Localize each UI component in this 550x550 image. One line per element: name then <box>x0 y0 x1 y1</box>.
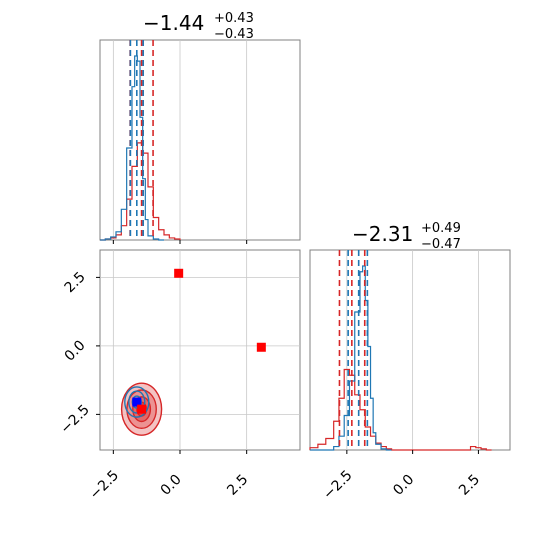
histogram-series-red <box>100 142 181 241</box>
marker-square <box>256 342 266 352</box>
contour-blue <box>131 395 143 409</box>
x-tick-label: 0.0 <box>390 472 417 499</box>
bottom-right-title-minus: −0.47 <box>421 237 461 252</box>
ticks-layer: −2.5 0.0 2.5 −2.5 0.0 2.5 −2.5 0.0 2.5 <box>57 240 483 503</box>
data-layer <box>100 40 492 451</box>
y-tick-label: 0.0 <box>62 338 89 365</box>
x-tick-label: 2.5 <box>224 472 251 499</box>
marker-square <box>174 268 184 278</box>
contour-blue <box>128 390 146 414</box>
histogram-series-red <box>309 368 492 451</box>
panel-bottom-left-frame <box>99 249 301 451</box>
x-tick-label: −2.5 <box>320 467 355 502</box>
y-tick-label: −2.5 <box>57 402 92 437</box>
bottom-right-title-plus: +0.49 <box>421 221 461 236</box>
y-tick-label: 2.5 <box>62 269 89 296</box>
x-tick-label: 0.0 <box>158 472 185 499</box>
histogram-series-blue <box>310 265 392 451</box>
top-left-title-minus: −0.43 <box>214 27 254 42</box>
marker-square <box>132 397 142 407</box>
x-tick-label: −2.5 <box>87 467 122 502</box>
panel-top-left-frame <box>99 39 301 241</box>
bottom-right-title-value: −2.31 <box>352 222 413 246</box>
x-tick-label: 2.5 <box>456 472 483 499</box>
histogram-series-blue <box>100 55 164 241</box>
contour-blue <box>124 386 150 418</box>
top-left-title-value: −1.44 <box>143 11 204 35</box>
top-left-title-plus: +0.43 <box>214 11 254 26</box>
marker-square <box>137 404 147 414</box>
